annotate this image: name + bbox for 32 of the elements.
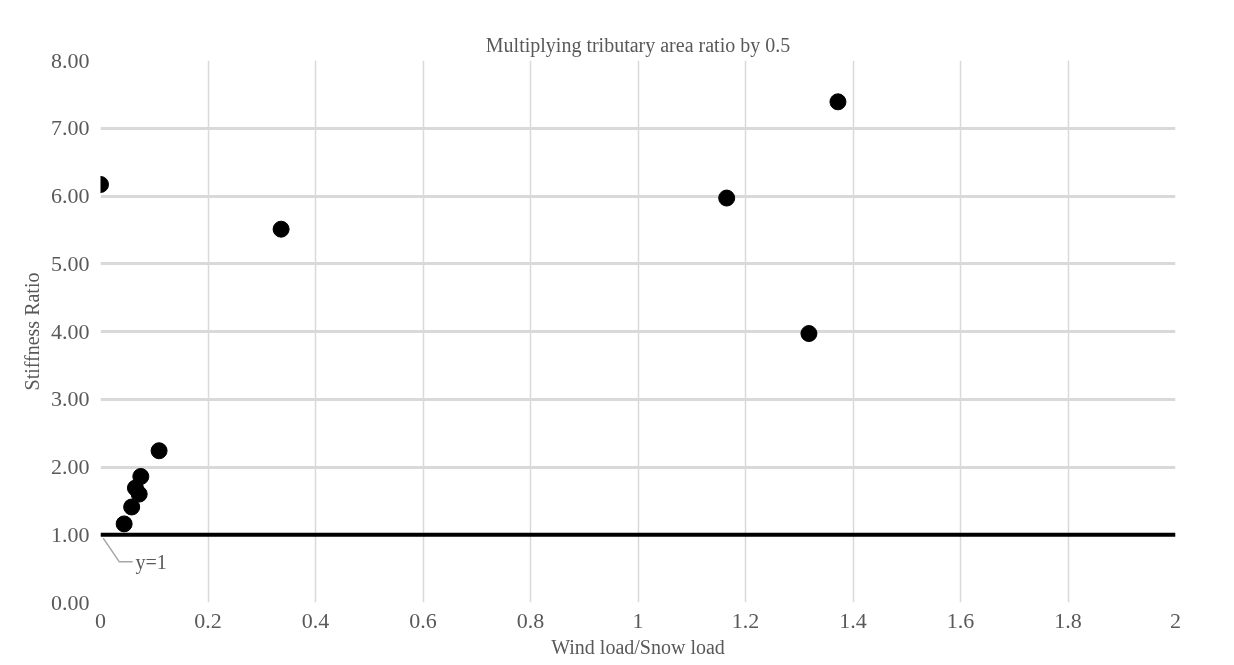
point — [150, 442, 168, 460]
y-tick-label: 0.00 — [51, 589, 90, 615]
point — [800, 325, 818, 343]
point — [272, 220, 290, 238]
x-tick-label: 0.4 — [301, 607, 330, 633]
point — [130, 485, 148, 503]
y-tick-label: 5.00 — [51, 250, 90, 276]
y-axis-title: Stiffness Ratio — [21, 272, 43, 391]
point — [115, 515, 133, 533]
x-tick-label: 2 — [1170, 607, 1181, 633]
x-tick-label: 0.2 — [194, 607, 222, 633]
y-tick-label: 4.00 — [51, 318, 90, 344]
y-tick-label: 7.00 — [51, 115, 90, 141]
x-tick-label: 0.6 — [409, 607, 437, 633]
ref-line-label: y=1 — [135, 550, 167, 574]
point — [718, 189, 736, 207]
chart-title: Multiplying tributary area ratio by 0.5 — [485, 33, 791, 57]
x-tick-label: 0.8 — [516, 607, 545, 633]
y-tick-label: 2.00 — [51, 454, 90, 479]
y-tick-label: 6.00 — [51, 183, 90, 208]
x-tick-label: 1.4 — [839, 607, 867, 633]
x-tick-label: 1.8 — [1054, 607, 1082, 633]
x-tick-label: 0 — [95, 607, 106, 633]
x-axis-title: Wind load/Snow load — [551, 635, 725, 658]
y-tick-label: 8.00 — [51, 47, 90, 73]
x-tick-label: 1 — [632, 607, 644, 633]
y-tick-label: 1.00 — [51, 521, 90, 547]
x-tick-label: 1.6 — [946, 607, 975, 633]
point — [829, 93, 847, 111]
point — [123, 498, 141, 516]
y-tick-label: 3.00 — [51, 386, 90, 412]
x-tick-label: 1.2 — [731, 607, 760, 633]
